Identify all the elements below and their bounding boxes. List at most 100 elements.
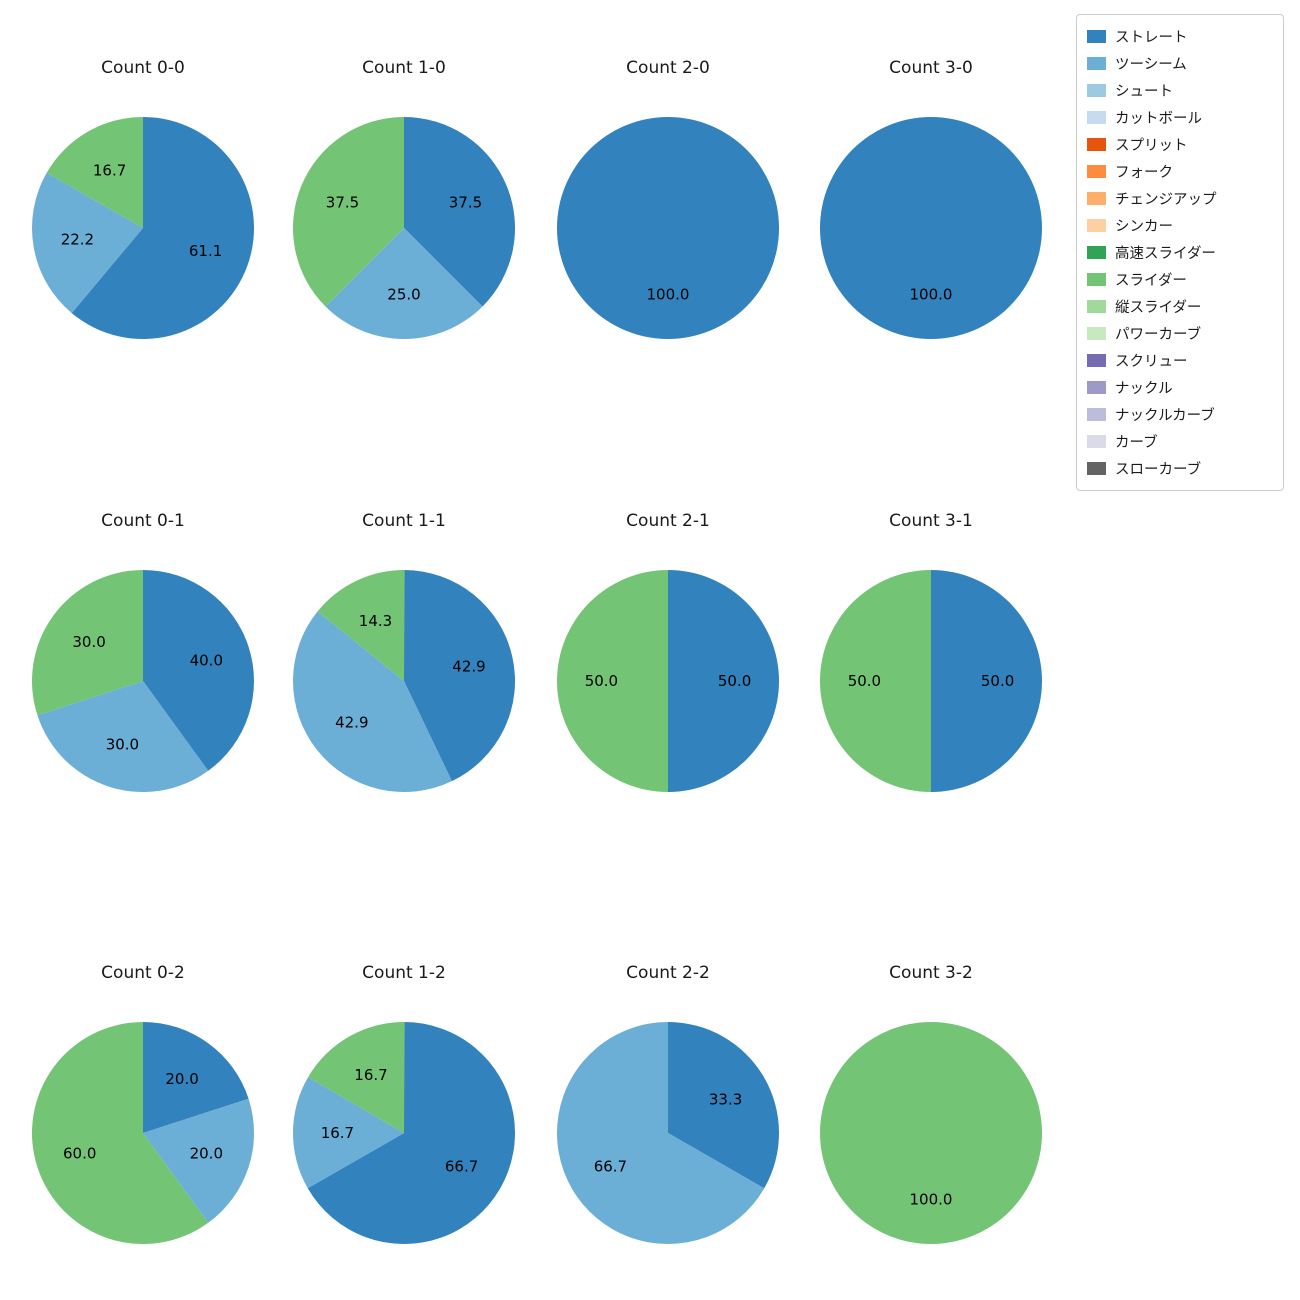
legend-swatch <box>1087 57 1106 70</box>
legend-item: ストレート <box>1087 23 1273 50</box>
legend-label: チェンジアップ <box>1115 192 1217 208</box>
pie-percent-label: 16.7 <box>321 1124 354 1142</box>
chart-title: Count 1-2 <box>362 963 446 983</box>
chart-title: Count 3-1 <box>889 511 973 531</box>
legend-item: 縦スライダー <box>1087 293 1273 320</box>
pie-slice <box>557 570 668 792</box>
pie-chart-count-2-1: 50.0 50.0 <box>557 570 779 792</box>
pie-slice <box>668 1022 779 1189</box>
pie-slice <box>307 1022 516 1244</box>
pie-percent-label: 66.7 <box>594 1157 627 1175</box>
legend-item: スローカーブ <box>1087 455 1273 482</box>
pie-slice <box>37 681 209 792</box>
legend-item: シンカー <box>1087 212 1273 239</box>
pie-slice <box>557 117 779 339</box>
legend-label: シュート <box>1115 84 1173 100</box>
legend-item: カーブ <box>1087 428 1273 455</box>
pie-slice <box>143 1098 255 1223</box>
pie-slice <box>404 570 516 782</box>
legend-swatch <box>1087 408 1106 421</box>
chart-title: Count 3-0 <box>889 58 973 78</box>
legend-label: ナックル <box>1115 381 1173 397</box>
pie-chart-count-0-1: 40.0 30.0 30.0 <box>31 570 254 792</box>
legend-label: カーブ <box>1115 435 1158 451</box>
pie-slice <box>668 570 779 792</box>
legend-label: ナックルカーブ <box>1115 408 1215 424</box>
pie-percent-label: 20.0 <box>165 1070 198 1088</box>
pie-slice <box>292 117 404 307</box>
legend-item: カットボール <box>1087 104 1273 131</box>
pie-slice <box>820 1022 1042 1244</box>
pie-slice <box>293 611 452 793</box>
legend-item: ナックル <box>1087 374 1273 401</box>
legend-label: スクリュー <box>1115 354 1188 370</box>
pie-percent-label: 50.0 <box>981 672 1014 690</box>
pie-slice <box>308 1021 405 1133</box>
legend-item: ナックルカーブ <box>1087 401 1273 428</box>
chart-title: Count 2-0 <box>626 58 710 78</box>
pie-percent-label: 61.1 <box>189 242 222 260</box>
legend-swatch <box>1087 327 1106 340</box>
pie-slice <box>820 570 931 792</box>
pie-chart-count-3-1: 50.0 50.0 <box>820 570 1042 792</box>
legend-item: チェンジアップ <box>1087 185 1273 212</box>
legend-swatch <box>1087 30 1106 43</box>
pie-slice <box>820 117 1042 339</box>
pie-slice <box>325 228 483 340</box>
pie-chart-count-1-1: 42.9 42.9 14.3 <box>293 569 516 793</box>
legend-label: 縦スライダー <box>1115 300 1202 316</box>
legend-swatch <box>1087 165 1106 178</box>
pie-chart-count-0-2: 20.0 20.0 60.0 <box>31 1022 255 1244</box>
pie-chart-count-3-0: 100.0 <box>820 117 1042 339</box>
legend-swatch <box>1087 219 1106 232</box>
pie-percent-label: 60.0 <box>63 1145 96 1163</box>
pie-chart-count-1-0: 37.5 25.0 37.5 <box>292 117 516 340</box>
legend-item: スクリュー <box>1087 347 1273 374</box>
pie-slice <box>404 117 516 307</box>
pie-percent-label: 42.9 <box>452 657 485 675</box>
legend-label: ストレート <box>1115 30 1188 46</box>
pie-percent-label: 20.0 <box>190 1145 223 1163</box>
legend-swatch <box>1087 300 1106 313</box>
pie-percent-label: 37.5 <box>326 194 359 212</box>
legend-label: 高速スライダー <box>1115 246 1216 262</box>
chart-title: Count 0-2 <box>101 963 185 983</box>
pie-chart-count-2-2: 33.3 66.7 <box>556 1022 779 1244</box>
pie-percent-label: 50.0 <box>718 672 751 690</box>
pie-chart-count-2-0: 100.0 <box>557 117 779 339</box>
pie-percent-label: 100.0 <box>910 286 953 304</box>
legend-item: スプリット <box>1087 131 1273 158</box>
pie-slice <box>293 1077 404 1189</box>
pie-slice <box>556 1022 765 1244</box>
legend-swatch <box>1087 354 1106 367</box>
pie-percent-label: 40.0 <box>190 651 223 669</box>
pie-slice <box>931 570 1042 792</box>
pie-percent-label: 16.7 <box>93 161 126 179</box>
pie-slice <box>31 1022 209 1244</box>
pie-percent-label: 37.5 <box>449 194 482 212</box>
pie-percent-label: 14.3 <box>359 612 392 630</box>
legend-swatch <box>1087 273 1106 286</box>
pie-chart-count-0-0: 61.1 22.2 16.7 <box>32 117 255 339</box>
pie-slice <box>71 117 255 339</box>
legend-item: フォーク <box>1087 158 1273 185</box>
pie-chart-count-3-2: 100.0 <box>820 1022 1042 1244</box>
pie-percent-label: 16.7 <box>354 1066 387 1084</box>
pie-percent-label: 100.0 <box>647 286 690 304</box>
pie-slice <box>32 172 143 314</box>
legend-swatch <box>1087 381 1106 394</box>
pie-slice <box>143 570 254 771</box>
legend-label: フォーク <box>1115 165 1173 181</box>
pie-percent-label: 22.2 <box>61 231 94 249</box>
pie-slice <box>143 1022 249 1133</box>
legend-swatch <box>1087 111 1106 124</box>
legend-label: スプリット <box>1115 138 1188 154</box>
pie-percent-label: 100.0 <box>910 1191 953 1209</box>
chart-title: Count 0-1 <box>101 511 185 531</box>
chart-title: Count 0-0 <box>101 58 185 78</box>
pie-slice <box>46 117 143 228</box>
pie-percent-label: 33.3 <box>709 1091 742 1109</box>
legend-swatch <box>1087 84 1106 97</box>
legend-swatch <box>1087 192 1106 205</box>
